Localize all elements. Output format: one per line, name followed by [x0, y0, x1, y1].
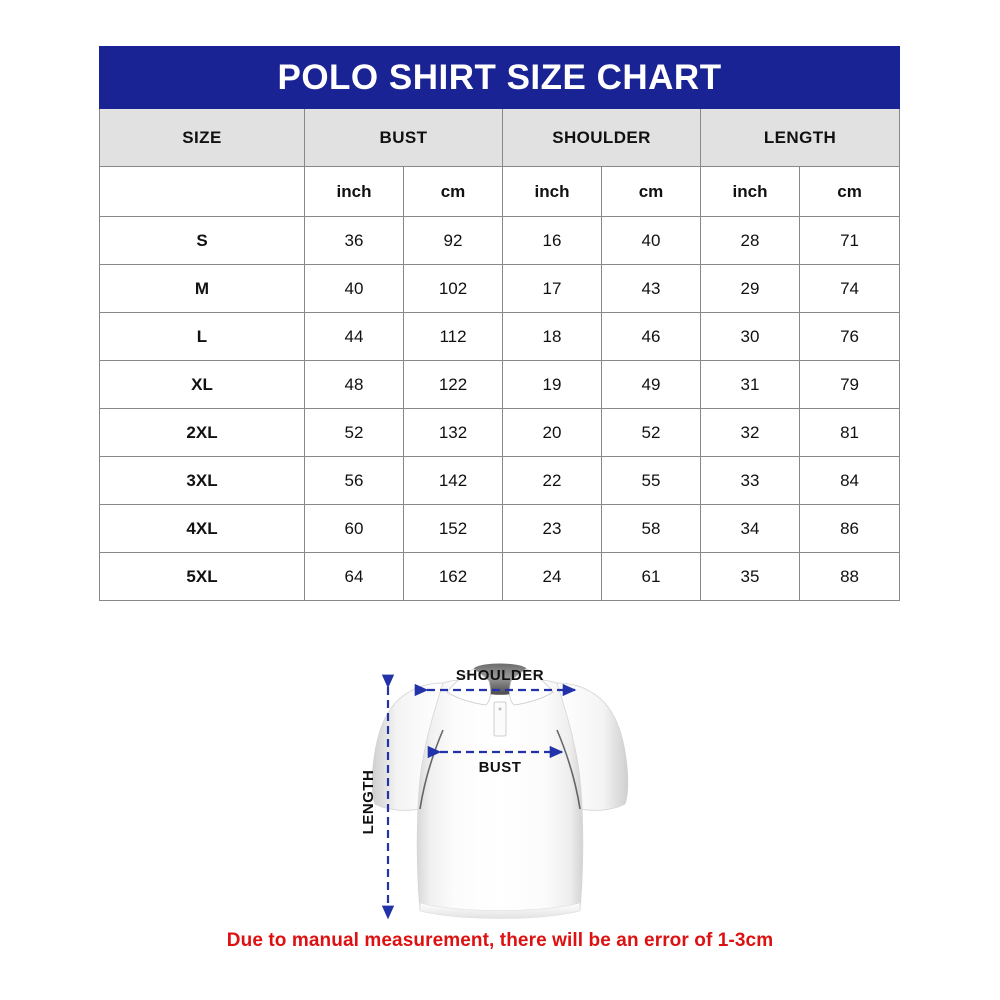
cell-bust-cm: 102	[403, 264, 503, 313]
cell-length-inch: 32	[700, 408, 800, 457]
cell-bust-inch: 52	[304, 408, 404, 457]
cell-length-cm: 76	[798, 312, 901, 361]
cell-size: 4XL	[99, 504, 305, 553]
bust-label: BUST	[479, 759, 522, 776]
cell-length-inch: 30	[700, 312, 800, 361]
unit-header-shoulder-inch: inch	[502, 166, 602, 217]
group-header-row: SIZE BUST SHOULDER LENGTH	[99, 108, 901, 167]
group-header-length: LENGTH	[699, 108, 901, 167]
cell-shoulder-cm: 40	[601, 216, 701, 265]
shirt-measurement-diagram: SHOULDER BUST LENGTH	[0, 620, 1000, 940]
cell-length-cm: 79	[798, 360, 901, 409]
cell-size: XL	[99, 360, 305, 409]
cell-size: M	[99, 264, 305, 313]
cell-shoulder-cm: 52	[601, 408, 701, 457]
unit-header-bust-cm: cm	[403, 166, 503, 217]
cell-shoulder-inch: 23	[502, 504, 602, 553]
cell-bust-cm: 122	[403, 360, 503, 409]
cell-shoulder-cm: 49	[601, 360, 701, 409]
group-header-shoulder: SHOULDER	[502, 108, 701, 167]
cell-length-cm: 86	[798, 504, 901, 553]
cell-size: L	[99, 312, 305, 361]
table-row: XL 48 122 19 49 31 79	[99, 360, 901, 409]
table-title-row: POLO SHIRT SIZE CHART	[98, 46, 901, 109]
unit-header-bust-inch: inch	[304, 166, 404, 217]
shirt-hem	[419, 902, 581, 919]
table-row: L 44 112 18 46 30 76	[99, 312, 901, 361]
cell-length-inch: 28	[700, 216, 800, 265]
shoulder-label: SHOULDER	[456, 667, 544, 684]
cell-bust-inch: 60	[304, 504, 404, 553]
cell-bust-cm: 152	[403, 504, 503, 553]
cell-length-inch: 33	[700, 456, 800, 505]
cell-bust-cm: 142	[403, 456, 503, 505]
cell-shoulder-cm: 61	[601, 552, 701, 601]
cell-length-inch: 34	[700, 504, 800, 553]
cell-shoulder-inch: 17	[502, 264, 602, 313]
cell-bust-inch: 36	[304, 216, 404, 265]
cell-shoulder-inch: 18	[502, 312, 602, 361]
cell-size: 2XL	[99, 408, 305, 457]
shirt-button	[498, 707, 502, 711]
cell-length-inch: 35	[700, 552, 800, 601]
cell-shoulder-inch: 20	[502, 408, 602, 457]
size-chart-table: POLO SHIRT SIZE CHART SIZE BUST SHOULDER…	[98, 46, 901, 601]
cell-size: S	[99, 216, 305, 265]
cell-shoulder-cm: 58	[601, 504, 701, 553]
cell-bust-inch: 44	[304, 312, 404, 361]
cell-shoulder-inch: 16	[502, 216, 602, 265]
length-label: LENGTH	[360, 770, 377, 835]
cell-bust-cm: 112	[403, 312, 503, 361]
cell-length-cm: 81	[798, 408, 901, 457]
cell-bust-inch: 56	[304, 456, 404, 505]
table-row: 5XL 64 162 24 61 35 88	[99, 552, 901, 601]
unit-header-row: inch cm inch cm inch cm	[99, 166, 901, 217]
cell-shoulder-cm: 43	[601, 264, 701, 313]
group-header-bust: BUST	[304, 108, 503, 167]
cell-length-cm: 84	[798, 456, 901, 505]
cell-shoulder-inch: 19	[502, 360, 602, 409]
table-row: 4XL 60 152 23 58 34 86	[99, 504, 901, 553]
page-title: POLO SHIRT SIZE CHART	[98, 46, 901, 109]
polo-shirt-illustration	[371, 663, 629, 919]
cell-length-cm: 71	[798, 216, 901, 265]
table-row: 3XL 56 142 22 55 33 84	[99, 456, 901, 505]
cell-shoulder-cm: 55	[601, 456, 701, 505]
cell-size: 3XL	[99, 456, 305, 505]
cell-bust-cm: 132	[403, 408, 503, 457]
shirt-seam-right	[556, 729, 581, 810]
cell-shoulder-inch: 22	[502, 456, 602, 505]
cell-length-inch: 29	[700, 264, 800, 313]
table-row: 2XL 52 132 20 52 32 81	[99, 408, 901, 457]
table-row: M 40 102 17 43 29 74	[99, 264, 901, 313]
group-header-size: SIZE	[99, 108, 305, 167]
unit-header-blank	[99, 166, 305, 217]
cell-bust-inch: 64	[304, 552, 404, 601]
cell-length-cm: 74	[798, 264, 901, 313]
unit-header-length-inch: inch	[700, 166, 800, 217]
shirt-placket	[493, 701, 507, 737]
cell-size: 5XL	[99, 552, 305, 601]
unit-header-length-cm: cm	[798, 166, 901, 217]
cell-bust-cm: 162	[403, 552, 503, 601]
cell-bust-cm: 92	[403, 216, 503, 265]
cell-shoulder-inch: 24	[502, 552, 602, 601]
cell-shoulder-cm: 46	[601, 312, 701, 361]
shirt-seam-left	[419, 729, 444, 810]
cell-length-inch: 31	[700, 360, 800, 409]
measurement-disclaimer: Due to manual measurement, there will be…	[226, 930, 774, 951]
cell-bust-inch: 48	[304, 360, 404, 409]
unit-header-shoulder-cm: cm	[601, 166, 701, 217]
cell-length-cm: 88	[798, 552, 901, 601]
cell-bust-inch: 40	[304, 264, 404, 313]
table-row: S 36 92 16 40 28 71	[99, 216, 901, 265]
